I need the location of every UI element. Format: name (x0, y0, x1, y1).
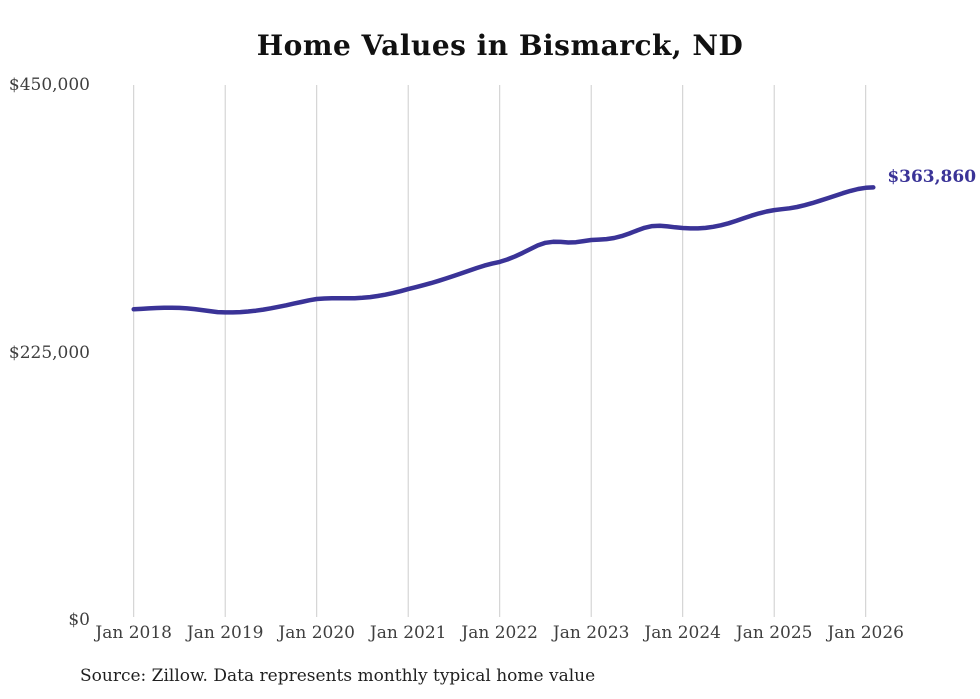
source-note: Source: Zillow. Data represents monthly … (80, 666, 596, 686)
x-axis-tick-label: Jan 2024 (644, 623, 721, 643)
x-axis-tick-label: Jan 2021 (369, 623, 447, 643)
home-value-line (131, 185, 876, 315)
x-axis-tick-label: Jan 2023 (552, 623, 630, 643)
chart-title: Home Values in Bismarck, ND (256, 29, 744, 62)
x-axis-tick-label: Jan 2019 (186, 623, 264, 643)
y-axis-tick-label: $225,000 (8, 342, 90, 363)
x-axis-tick-label: Jan 2018 (95, 623, 172, 643)
y-axis-tick-label: $450,000 (8, 75, 90, 95)
x-axis-tick-label: Jan 2025 (735, 623, 813, 643)
x-axis-tick-label: Jan 2022 (461, 623, 538, 643)
latest-value-label: $363,860 (887, 167, 977, 188)
x-axis-tick-label: Jan 2020 (278, 623, 355, 643)
x-axis-tick-label: Jan 2026 (827, 623, 904, 643)
y-axis-tick-label: $0 (68, 610, 90, 630)
